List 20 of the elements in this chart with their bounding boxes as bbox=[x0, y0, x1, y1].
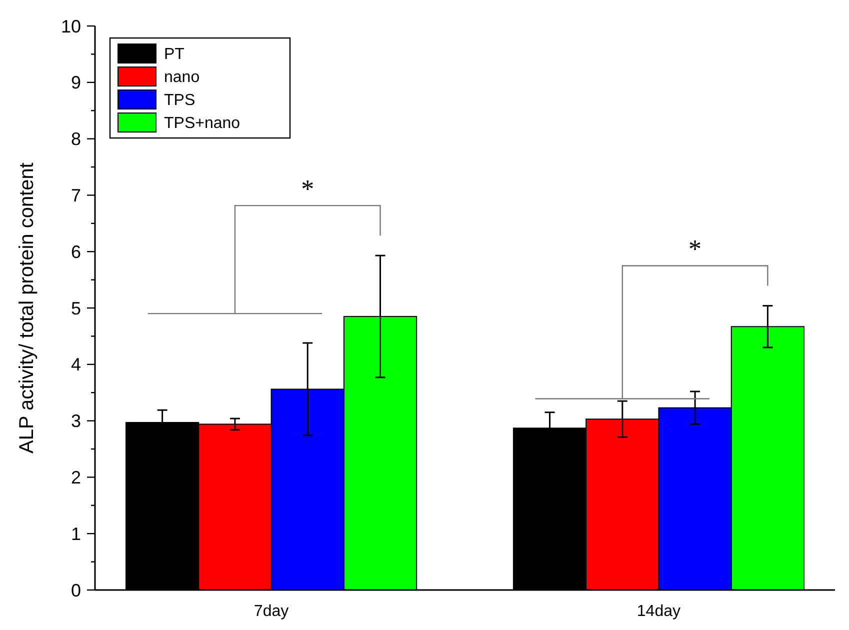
y-tick-label: 10 bbox=[60, 16, 81, 36]
y-tick-label: 5 bbox=[70, 298, 81, 318]
y-tick-label: 0 bbox=[70, 580, 81, 600]
y-tick-label: 3 bbox=[70, 411, 81, 432]
x-tick-label: 7day bbox=[254, 603, 289, 620]
y-tick-label: 1 bbox=[70, 524, 81, 544]
y-tick-label: 6 bbox=[70, 242, 81, 262]
y-tick-label: 2 bbox=[70, 468, 81, 488]
y-tick-label: 7 bbox=[70, 186, 81, 206]
y-axis-title: ALP activity/ total protein content bbox=[16, 162, 38, 454]
legend-label: TPS bbox=[164, 92, 196, 109]
y-tick-label: 9 bbox=[70, 72, 81, 93]
legend-label: TPS+nano bbox=[164, 115, 240, 132]
y-tick-label: 8 bbox=[70, 129, 81, 150]
x-tick-label: 14day bbox=[636, 603, 681, 620]
legend-label: nano bbox=[164, 69, 200, 86]
legend-label: PT bbox=[164, 46, 185, 63]
annotation: * bbox=[301, 174, 314, 204]
y-tick-label: 4 bbox=[70, 354, 81, 375]
annotation: * bbox=[688, 234, 702, 264]
